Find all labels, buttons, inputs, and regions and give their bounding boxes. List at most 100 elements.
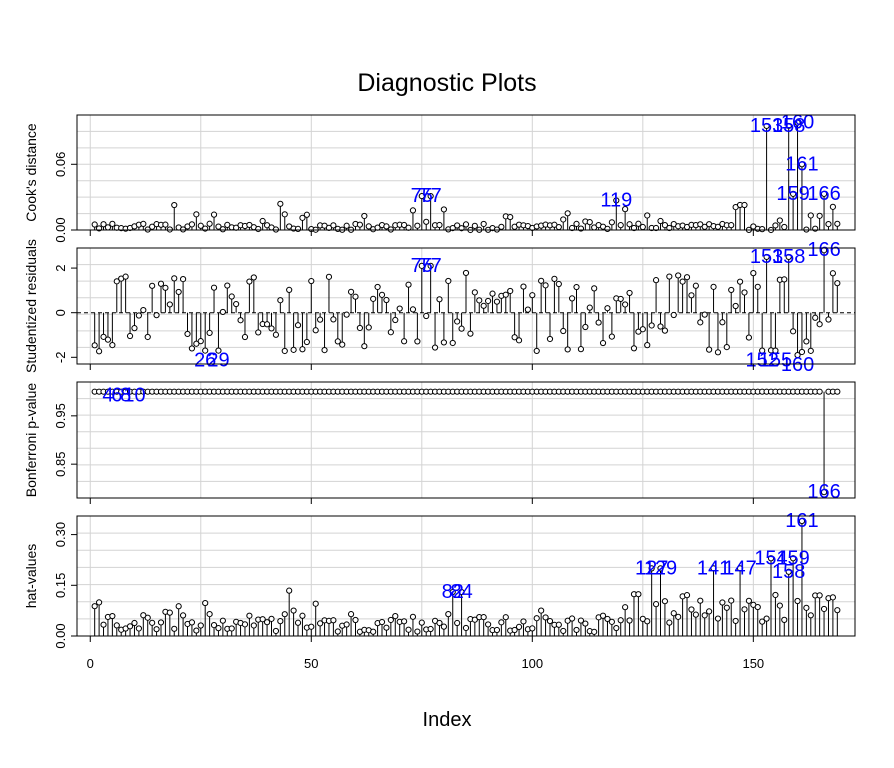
data-point xyxy=(613,624,620,632)
data-point xyxy=(493,298,501,305)
data-point xyxy=(286,286,293,293)
data-point xyxy=(781,223,788,231)
data-point xyxy=(241,621,249,628)
data-point xyxy=(577,346,585,353)
data-point xyxy=(542,282,549,289)
data-point xyxy=(692,611,699,618)
data-point xyxy=(100,621,107,628)
data-point xyxy=(652,601,660,608)
data-point xyxy=(219,226,226,233)
data-point xyxy=(604,615,611,623)
data-point xyxy=(538,277,545,284)
data-point xyxy=(546,617,554,625)
data-point xyxy=(776,602,783,609)
data-point xyxy=(591,628,598,635)
data-point xyxy=(286,587,293,594)
panel-frame xyxy=(76,247,856,365)
data-point xyxy=(670,311,677,319)
data-point xyxy=(383,223,390,230)
data-point xyxy=(754,283,761,290)
data-point xyxy=(445,277,452,285)
data-point xyxy=(303,338,310,346)
data-point xyxy=(613,197,620,204)
data-point xyxy=(193,627,200,634)
data-point xyxy=(582,620,589,627)
data-point xyxy=(728,597,735,604)
data-point xyxy=(679,278,686,285)
data-point xyxy=(109,612,116,620)
data-point xyxy=(462,269,470,277)
data-point xyxy=(723,343,730,351)
data-point xyxy=(370,295,377,302)
data-point xyxy=(277,618,284,625)
data-point xyxy=(635,220,642,227)
data-point xyxy=(670,610,677,617)
data-point xyxy=(529,625,536,632)
data-point xyxy=(586,219,593,226)
data-point xyxy=(807,212,814,219)
y-tick-label: 0.15 xyxy=(53,573,68,598)
data-point xyxy=(834,607,841,614)
point-label-158: 158 xyxy=(772,115,805,137)
data-point xyxy=(113,622,120,629)
y-axis-label-bonferroni: Bonferroni p-value xyxy=(23,383,39,498)
data-point xyxy=(714,615,722,622)
data-point xyxy=(688,606,695,613)
data-point xyxy=(171,275,178,282)
data-point xyxy=(281,347,288,355)
point-label-166: 166 xyxy=(807,183,840,205)
data-point xyxy=(471,289,478,296)
data-point xyxy=(454,619,461,627)
point-label-26: 26 xyxy=(194,350,216,372)
data-point xyxy=(449,339,456,347)
point-label-127: 127 xyxy=(635,557,668,579)
data-point xyxy=(396,305,403,312)
data-point xyxy=(626,289,633,297)
data-point xyxy=(622,604,629,611)
data-point xyxy=(352,293,359,300)
point-label-77: 77 xyxy=(420,255,442,277)
data-point xyxy=(719,319,726,326)
data-point xyxy=(652,277,660,284)
data-point xyxy=(785,568,792,575)
data-point xyxy=(334,628,341,635)
data-point xyxy=(202,347,209,354)
data-point xyxy=(661,221,669,229)
data-point xyxy=(560,627,567,635)
data-point xyxy=(829,203,836,210)
data-point xyxy=(405,281,412,288)
data-point xyxy=(820,489,828,496)
data-point xyxy=(568,295,576,302)
data-point xyxy=(268,615,275,622)
data-point xyxy=(798,517,806,525)
data-point xyxy=(480,302,487,309)
point-label-153: 153 xyxy=(750,115,783,137)
data-point xyxy=(153,626,160,633)
point-label-4: 4 xyxy=(102,385,113,407)
data-point xyxy=(485,297,492,305)
data-point xyxy=(710,283,717,290)
data-point xyxy=(228,625,235,632)
point-label-141: 141 xyxy=(697,557,730,579)
data-point xyxy=(418,262,425,269)
data-point xyxy=(184,330,191,338)
y-tick-label: 2 xyxy=(53,264,68,271)
data-point xyxy=(352,616,359,624)
data-point xyxy=(96,348,103,355)
data-point xyxy=(144,333,151,341)
data-point xyxy=(630,224,638,232)
data-point xyxy=(471,222,478,229)
data-point xyxy=(785,122,792,130)
point-label-166: 166 xyxy=(807,481,840,503)
data-point xyxy=(202,599,209,607)
data-point xyxy=(193,211,200,218)
data-point xyxy=(502,614,509,621)
data-point xyxy=(604,225,611,232)
data-point xyxy=(166,226,173,233)
data-point xyxy=(745,334,753,341)
data-point xyxy=(206,611,213,618)
data-point xyxy=(736,565,744,572)
data-point xyxy=(321,347,328,354)
